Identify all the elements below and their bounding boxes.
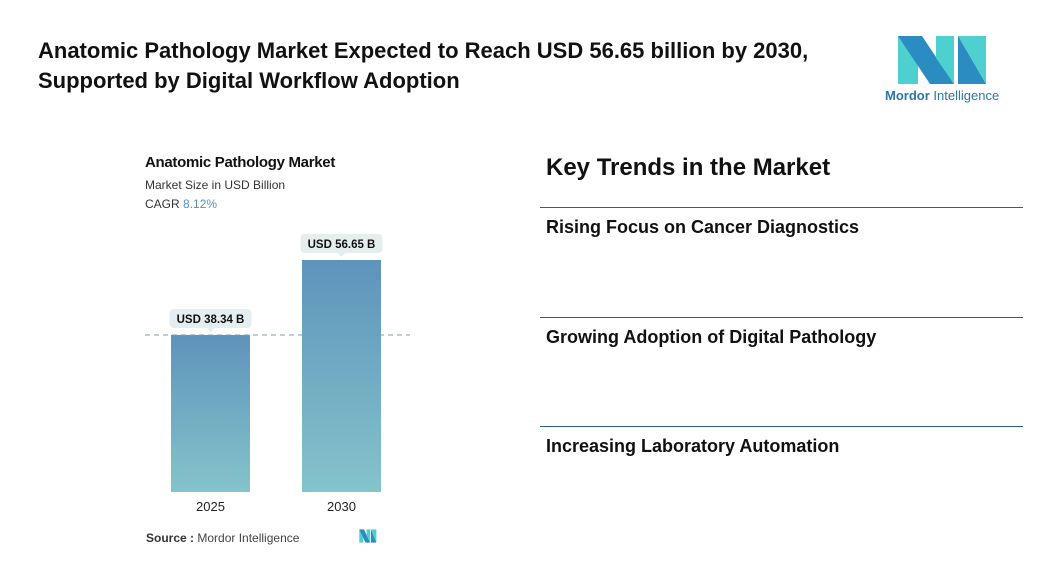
source-note: Source : Mordor Intelligence: [146, 531, 300, 545]
chart-cagr: CAGR 8.12%: [145, 197, 218, 211]
page-headline: Anatomic Pathology Market Expected to Re…: [38, 38, 809, 93]
chart-subtitle: Market Size in USD Billion: [145, 178, 286, 192]
bar-2025: [171, 334, 250, 492]
key-trends-title: Key Trends in the Market: [546, 154, 831, 181]
mordor-logo-icon: [898, 36, 986, 84]
x-tick-label: 2030: [327, 499, 356, 514]
trend-item: Growing Adoption of Digital Pathology: [546, 327, 877, 347]
bar-2030: [302, 260, 381, 492]
x-tick-label: 2025: [196, 499, 225, 514]
data-label-bg: [169, 308, 252, 328]
divider: [540, 426, 1023, 427]
data-label: USD 56.65 B: [308, 239, 376, 251]
divider: [540, 317, 1023, 318]
chart-title: Anatomic Pathology Market: [145, 154, 336, 171]
trend-item: Rising Focus on Cancer Diagnostics: [546, 217, 860, 237]
trend-item: Increasing Laboratory Automation: [546, 436, 840, 456]
data-label-bg: [300, 234, 383, 253]
small-logo-icon: [359, 529, 377, 543]
data-label-pointer: [206, 327, 215, 332]
divider: [540, 207, 1023, 208]
logo-text: Mordor Intelligence: [885, 88, 1000, 103]
data-label-pointer: [337, 253, 346, 257]
data-label: USD 38.34 B: [177, 314, 245, 326]
